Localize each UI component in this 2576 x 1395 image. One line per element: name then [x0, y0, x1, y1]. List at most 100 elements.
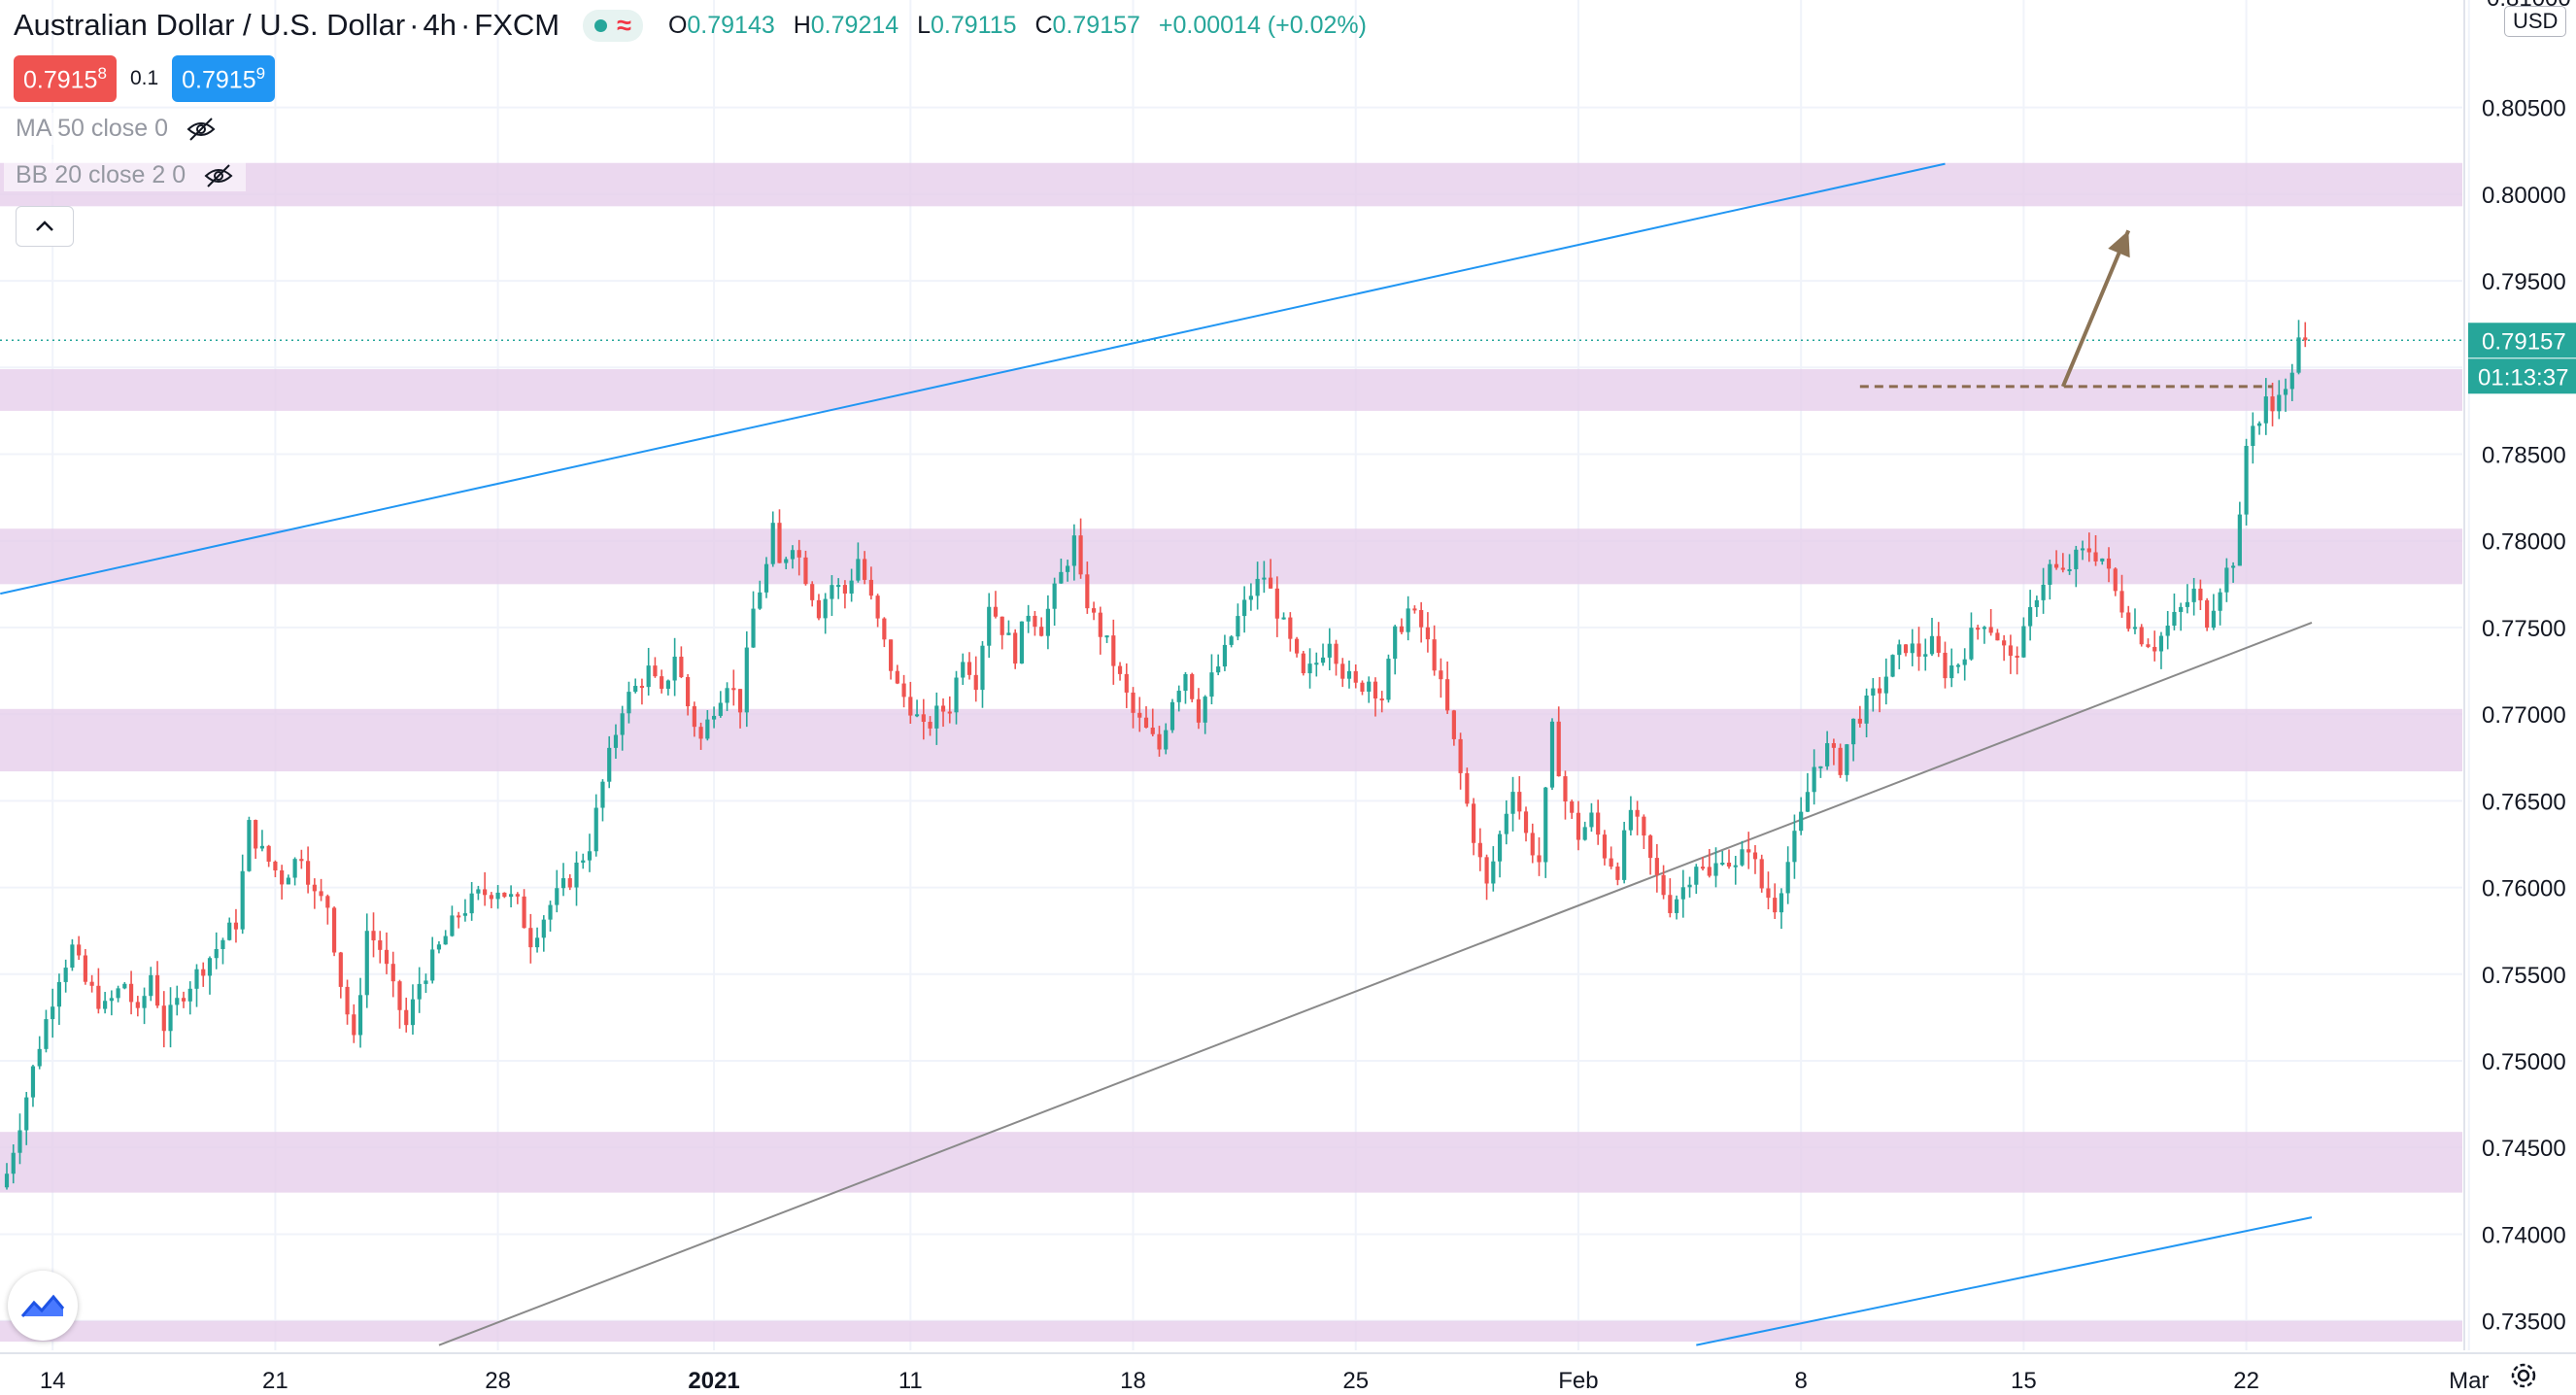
time-tick-label: 28	[485, 1368, 511, 1394]
candle-body	[418, 984, 422, 1000]
candle-body	[397, 981, 401, 1010]
price-zone[interactable]	[0, 1321, 2462, 1342]
candle-body	[1059, 572, 1063, 584]
candle-body	[607, 748, 611, 782]
candle-body	[882, 619, 886, 640]
candle-body	[817, 600, 821, 619]
buy-button[interactable]: 0.79159	[172, 55, 275, 102]
candle-body	[2205, 600, 2209, 628]
candle-body	[2284, 389, 2288, 394]
price-tick-label: 0.79500	[2482, 269, 2566, 295]
time-axis[interactable]: 14 21 28 2021 11 18 25 Feb 8 15 22 Mar	[0, 1353, 2576, 1394]
candle-body	[528, 928, 532, 947]
price-zone[interactable]	[0, 369, 2462, 411]
candle-body	[1230, 636, 1234, 645]
settings-gear-icon[interactable]	[2506, 1358, 2541, 1393]
candle-body	[2198, 589, 2202, 600]
candle-body	[1858, 719, 1862, 724]
candle-body	[1668, 895, 1672, 913]
candle-body	[365, 931, 369, 995]
exchange-label: FXCM	[474, 8, 559, 43]
candle-body	[1517, 792, 1521, 811]
candle-body	[260, 846, 264, 849]
collapse-legend-button[interactable]	[16, 206, 74, 247]
candle-body	[1380, 698, 1384, 700]
price-zone[interactable]	[0, 709, 2462, 771]
candle-body	[908, 697, 912, 715]
candle-body	[470, 894, 474, 913]
price-tick-label: 0.75500	[2482, 963, 2566, 989]
candle-body	[1125, 674, 1129, 693]
candle-body	[738, 689, 742, 712]
price-tick-label: 0.77000	[2482, 702, 2566, 729]
eye-off-icon[interactable]	[203, 163, 234, 188]
interval-label[interactable]: 4h	[423, 8, 456, 43]
candle-body	[600, 782, 604, 808]
candle-body	[745, 648, 749, 713]
symbol-name[interactable]: Australian Dollar / U.S. Dollar	[14, 8, 405, 43]
annotations[interactable]	[1860, 230, 2273, 387]
candle-body	[2119, 591, 2123, 612]
price-zone[interactable]	[0, 1132, 2462, 1192]
candle-body	[1104, 635, 1108, 637]
candle-body	[2002, 640, 2006, 645]
time-tick-label: 14	[40, 1368, 66, 1394]
indicator-ma50[interactable]: MA 50 close 0	[4, 113, 228, 145]
candle-body	[306, 861, 310, 884]
candle-body	[1269, 578, 1272, 589]
candle-body	[621, 713, 625, 734]
candle-body	[122, 984, 126, 989]
price-zone[interactable]	[0, 163, 2462, 207]
candle-body	[2016, 656, 2019, 658]
price-tick-label: 0.74500	[2482, 1136, 2566, 1162]
chevron-up-icon	[34, 220, 55, 233]
trend-arrow-line[interactable]	[2063, 230, 2128, 387]
currency-button[interactable]: USD	[2504, 6, 2566, 37]
candle-body	[1510, 792, 1514, 814]
price-tick-label: 0.80000	[2482, 183, 2566, 209]
candle-body	[542, 920, 546, 938]
candle-body	[1203, 697, 1207, 723]
indicator-bb20[interactable]: BB 20 close 2 0	[4, 159, 246, 191]
candle-body	[2048, 564, 2051, 585]
candle-body	[961, 662, 965, 677]
candle-body	[2081, 548, 2085, 550]
tradingview-logo-button[interactable]	[8, 1271, 78, 1341]
candle-body	[1937, 636, 1941, 653]
eye-off-icon[interactable]	[186, 117, 217, 142]
buy-price-sup: 9	[256, 64, 265, 83]
open-label: O	[668, 12, 687, 39]
candle-body	[450, 915, 454, 936]
candle-body	[2172, 612, 2176, 626]
candle-body	[633, 686, 637, 692]
time-tick-label: 8	[1794, 1368, 1807, 1394]
candle-body	[411, 1000, 415, 1025]
candle-body	[693, 706, 696, 727]
candle-body	[954, 678, 958, 713]
candle-body	[1806, 792, 1810, 811]
candle-body	[2296, 337, 2300, 372]
candle-body	[2114, 568, 2118, 591]
candle-body	[1813, 767, 1816, 793]
candle-body	[1157, 734, 1161, 750]
candle-body	[2146, 644, 2150, 647]
candle-body	[1897, 644, 1901, 655]
candle-body	[1302, 654, 1305, 673]
sell-button[interactable]: 0.79158	[14, 55, 117, 102]
candle-body	[2257, 424, 2261, 426]
candle-body	[1923, 654, 1927, 657]
price-zone[interactable]	[0, 528, 2462, 584]
candle-body	[1779, 893, 1783, 912]
change-value: +0.00014 (+0.02%)	[1159, 12, 1367, 39]
candle-body	[51, 1006, 54, 1019]
price-axis[interactable]: 0.73500 0.74000 0.74500 0.75000 0.75500 0.760…	[2464, 0, 2576, 1350]
candle-body	[1334, 644, 1338, 664]
candle-body	[1871, 689, 1875, 696]
candle-body	[1072, 535, 1076, 565]
candle-body	[1340, 663, 1344, 678]
candle-body	[699, 727, 703, 738]
market-status-pill[interactable]: ≈	[583, 10, 643, 42]
candle-body	[215, 949, 219, 958]
candle-body	[647, 665, 651, 687]
